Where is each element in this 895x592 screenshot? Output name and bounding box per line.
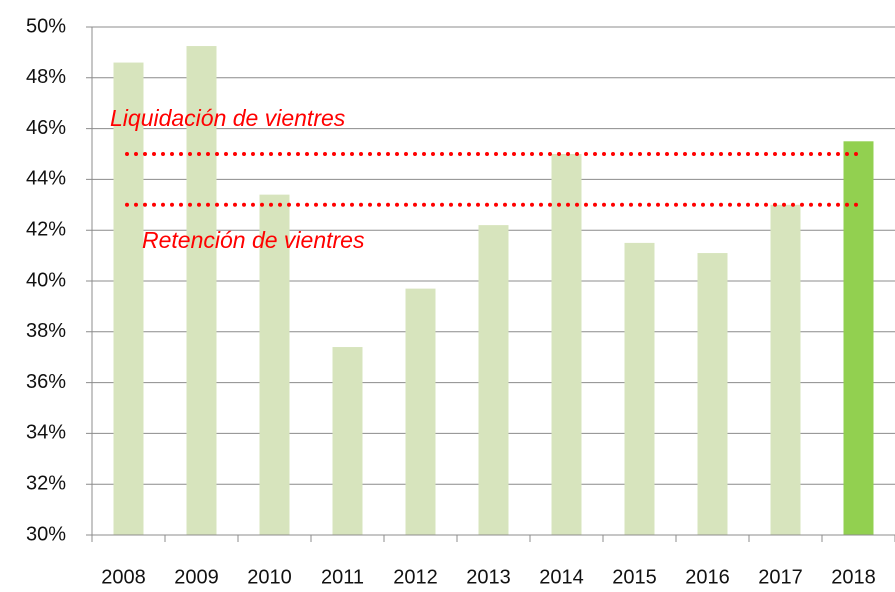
- bar: [478, 225, 509, 535]
- bar: [332, 347, 363, 535]
- x-tick-label: 2014: [539, 566, 584, 588]
- y-tick-label: 40%: [26, 269, 66, 291]
- x-tick-label: 2015: [612, 566, 657, 588]
- y-tick-label: 42%: [26, 218, 66, 240]
- x-tick-label: 2010: [247, 566, 292, 588]
- bar: [624, 242, 655, 535]
- bar: [697, 253, 728, 535]
- y-tick-label: 32%: [26, 472, 66, 494]
- x-tick-label: 2016: [685, 566, 730, 588]
- x-tick-label: 2008: [101, 566, 146, 588]
- reference-label: Retención de vientres: [142, 227, 365, 253]
- y-tick-label: 46%: [26, 117, 66, 139]
- bar: [186, 46, 217, 536]
- x-tick-label: 2013: [466, 566, 511, 588]
- bar: [843, 141, 874, 536]
- x-tick-label: 2009: [174, 566, 219, 588]
- bar: [551, 154, 582, 535]
- y-tick-label: 36%: [26, 371, 66, 393]
- y-tick-label: 48%: [26, 66, 66, 88]
- bar: [770, 204, 801, 536]
- y-tick-label: 50%: [26, 15, 66, 37]
- bar: [405, 288, 436, 535]
- x-tick-label: 2018: [831, 566, 876, 588]
- x-tick-label: 2011: [321, 566, 364, 588]
- bar: [259, 194, 290, 535]
- y-tick-label: 44%: [26, 168, 66, 190]
- y-tick-label: 38%: [26, 320, 66, 342]
- y-tick-label: 34%: [26, 422, 66, 444]
- reference-label: Liquidación de vientres: [110, 105, 346, 131]
- x-tick-label: 2017: [758, 566, 803, 588]
- x-tick-label: 2012: [393, 566, 438, 588]
- bar: [113, 62, 144, 536]
- y-tick-label: 30%: [26, 523, 66, 545]
